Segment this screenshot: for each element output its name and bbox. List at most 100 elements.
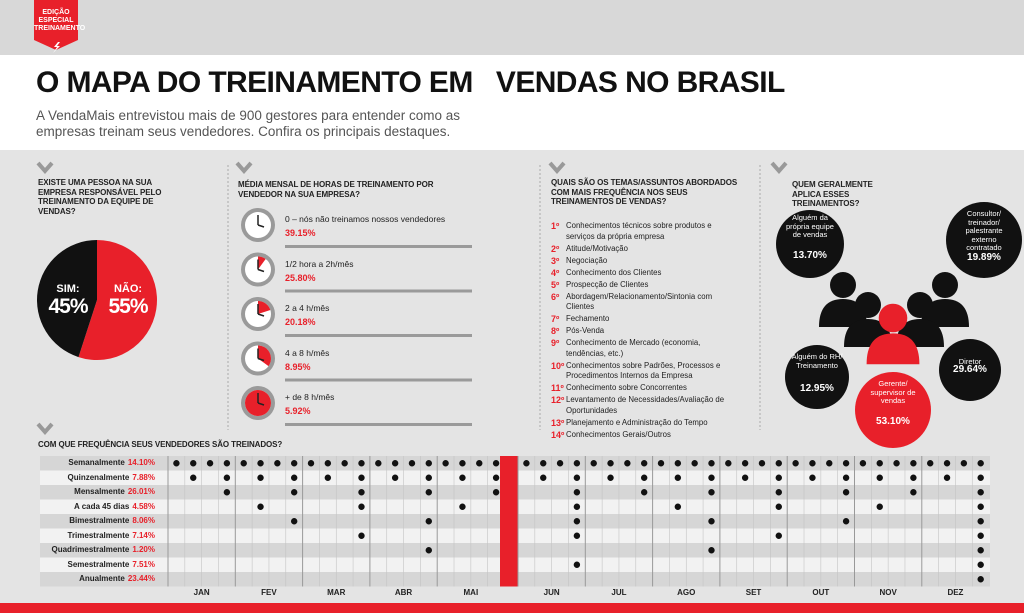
- dot: [826, 460, 833, 467]
- bubble-value: 19.89%: [967, 252, 1001, 263]
- dot: [977, 561, 984, 568]
- frequency-label: Mensalmente: [74, 487, 125, 496]
- topic: 14º Conhecimentos Gerais/Outros: [551, 430, 741, 441]
- topic-rank: 7º: [551, 314, 560, 324]
- top-band: [0, 0, 1024, 55]
- frequency-value: 1.20%: [132, 545, 155, 554]
- dot: [741, 460, 749, 467]
- dot: [425, 489, 432, 496]
- month-label: NOV: [879, 588, 897, 597]
- badge-line: TREINAMENTO: [34, 25, 86, 32]
- topic-text: Conhecimentos sobre Padrões, Processos e…: [566, 360, 721, 381]
- topic-rank: 5º: [551, 279, 560, 290]
- dot: [358, 532, 365, 539]
- topic-text: Conhecimentos Gerais/Outros: [566, 429, 671, 439]
- dot: [674, 460, 682, 467]
- bolt: [53, 42, 60, 53]
- hours-value: 39.15%: [285, 228, 316, 238]
- dot: [758, 460, 766, 467]
- dot: [607, 460, 614, 467]
- dot: [977, 503, 984, 510]
- clock-fill: [258, 301, 271, 314]
- topic-text: Abordagem/Relacionamento/Sintonia com Cl…: [566, 291, 713, 312]
- frequency-label: Semanalmente: [68, 458, 125, 467]
- item-bar: [285, 289, 472, 293]
- hours-value: 8.95%: [285, 361, 311, 372]
- dot: [876, 474, 883, 481]
- dot: [573, 503, 581, 510]
- dot: [876, 460, 883, 467]
- dot: [459, 460, 466, 467]
- dot: [341, 460, 348, 467]
- frequency-label: Semestralmente: [67, 559, 130, 569]
- dot: [657, 460, 665, 467]
- topic-rank: 3º: [551, 255, 560, 266]
- frequency-row-label: Anualmente 23.44%: [20, 574, 155, 583]
- badge-line: EDIÇÃO: [42, 9, 70, 16]
- dot: [708, 489, 715, 496]
- question: COM QUE FREQUÊNCIA SEUS VENDEDORES SÃO T…: [38, 440, 283, 449]
- bubble-value: 12.95%: [800, 383, 834, 394]
- month-label: OUT: [812, 588, 830, 597]
- topic: 10º Conhecimentos sobre Padrões, Processo…: [551, 361, 741, 382]
- dot: [223, 489, 231, 496]
- topic-rank: 2º: [551, 243, 560, 254]
- topic: 7º Fechamento: [551, 314, 741, 325]
- dot: [290, 518, 298, 525]
- frequency-row-label: Quinzenalmente 7.88%: [20, 473, 155, 482]
- dot: [640, 489, 648, 496]
- slice-label: SIM:: [56, 283, 80, 295]
- person-body: [866, 333, 920, 365]
- badge-text: EDIÇÃO ESPECIAL TREINAMENTO: [34, 9, 86, 33]
- item-bar: [285, 334, 472, 337]
- frequency-value: 4.58%: [132, 501, 155, 511]
- frequency-value: 7.14%: [132, 530, 155, 540]
- dot: [977, 547, 984, 554]
- person-body: [921, 299, 969, 327]
- frequency-value: 8.06%: [132, 516, 155, 525]
- dot: [573, 460, 581, 467]
- dot: [274, 460, 281, 467]
- dot: [173, 460, 180, 467]
- dot: [540, 460, 547, 467]
- person-head: [907, 292, 933, 318]
- dot: [842, 518, 850, 525]
- frequency-value: 23.44%: [127, 574, 155, 583]
- topic: 1º Conhecimentos técnicos sobre produtos …: [551, 221, 741, 242]
- bubble-value: 13.70%: [793, 250, 827, 261]
- clock-hand: [257, 357, 265, 362]
- item-bar: [285, 245, 472, 248]
- dot: [375, 460, 382, 467]
- topic-rank: 14º: [551, 429, 565, 440]
- month-label: MAR: [327, 588, 346, 597]
- dot: [842, 460, 850, 467]
- dot: [391, 474, 399, 481]
- dot: [573, 474, 581, 481]
- frequency-label: Trimestralmente: [67, 530, 130, 540]
- dot: [775, 532, 782, 539]
- topic: 3º Negociação: [551, 256, 741, 267]
- bottom-band: [0, 603, 1024, 613]
- bubble: [785, 345, 849, 409]
- dot: [775, 489, 782, 496]
- dot: [708, 547, 715, 554]
- dot: [290, 474, 298, 481]
- dot: [910, 474, 917, 481]
- dot: [425, 460, 432, 467]
- dot: [257, 503, 264, 510]
- dot: [324, 474, 332, 481]
- dot: [809, 474, 816, 481]
- dot: [977, 489, 984, 496]
- frequency-value: 26.01%: [127, 487, 155, 496]
- topic-text: Levantamento de Necessidades/Avaliação d…: [566, 395, 725, 415]
- dot: [492, 460, 500, 467]
- dot: [223, 460, 231, 467]
- frequency-value: 7.51%: [132, 559, 155, 569]
- dot: [893, 460, 900, 467]
- bubble-label: Diretor: [958, 357, 982, 366]
- dot: [708, 474, 715, 481]
- slice-value: 45%: [48, 295, 88, 318]
- topic-text: Prospecção de Clientes: [566, 279, 649, 289]
